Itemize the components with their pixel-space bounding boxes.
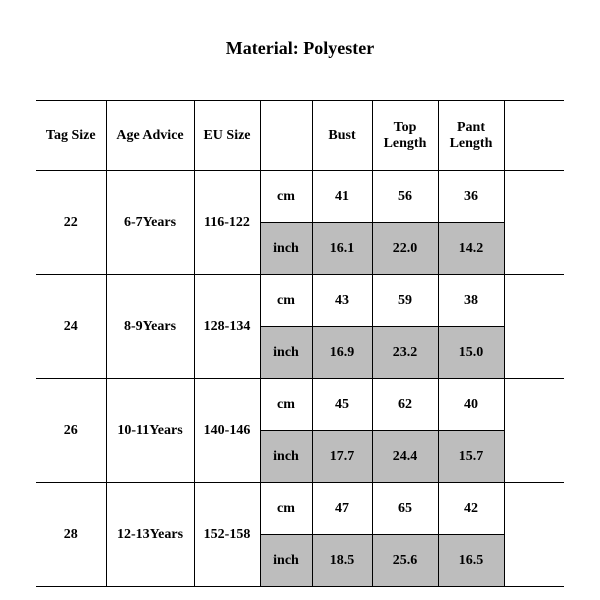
table-row: 248-9Years128-134cm435938 bbox=[36, 275, 564, 327]
cell: 62 bbox=[372, 379, 438, 431]
cell: 116-122 bbox=[194, 171, 260, 275]
cell: inch bbox=[260, 223, 312, 275]
table-head: Tag SizeAge AdviceEU Size BustTop LengthP… bbox=[36, 101, 564, 171]
col-header bbox=[260, 101, 312, 171]
col-header: Pant Length bbox=[438, 101, 504, 171]
cell: 65 bbox=[372, 483, 438, 535]
header-row: Tag SizeAge AdviceEU Size BustTop LengthP… bbox=[36, 101, 564, 171]
col-header: Top Length bbox=[372, 101, 438, 171]
cell: 16.5 bbox=[438, 535, 504, 587]
cell: 14.2 bbox=[438, 223, 504, 275]
cell: 10-11Years bbox=[106, 379, 194, 483]
size-table: Tag SizeAge AdviceEU Size BustTop LengthP… bbox=[36, 100, 564, 587]
cell: inch bbox=[260, 327, 312, 379]
cell: 40 bbox=[438, 379, 504, 431]
cell: 16.9 bbox=[312, 327, 372, 379]
cell: 22 bbox=[36, 171, 106, 275]
cell: 26 bbox=[36, 379, 106, 483]
cell: 22.0 bbox=[372, 223, 438, 275]
col-header: Age Advice bbox=[106, 101, 194, 171]
cell: cm bbox=[260, 483, 312, 535]
cell: 12-13Years bbox=[106, 483, 194, 587]
cell bbox=[504, 171, 564, 275]
cell: 56 bbox=[372, 171, 438, 223]
col-header bbox=[504, 101, 564, 171]
cell: 8-9Years bbox=[106, 275, 194, 379]
cell: 59 bbox=[372, 275, 438, 327]
cell: 42 bbox=[438, 483, 504, 535]
cell: inch bbox=[260, 431, 312, 483]
cell: 17.7 bbox=[312, 431, 372, 483]
cell: 16.1 bbox=[312, 223, 372, 275]
col-header: Tag Size bbox=[36, 101, 106, 171]
cell: 41 bbox=[312, 171, 372, 223]
cell: 24 bbox=[36, 275, 106, 379]
cell: 152-158 bbox=[194, 483, 260, 587]
page: Material: Polyester Tag SizeAge AdviceEU… bbox=[0, 0, 600, 600]
cell: 45 bbox=[312, 379, 372, 431]
col-header: Bust bbox=[312, 101, 372, 171]
cell: 15.7 bbox=[438, 431, 504, 483]
table-body: 226-7Years116-122cm415636inch16.122.014.… bbox=[36, 171, 564, 587]
table-row: 2812-13Years152-158cm476542 bbox=[36, 483, 564, 535]
cell: 36 bbox=[438, 171, 504, 223]
cell: 28 bbox=[36, 483, 106, 587]
cell bbox=[504, 379, 564, 483]
cell: 23.2 bbox=[372, 327, 438, 379]
cell: 140-146 bbox=[194, 379, 260, 483]
table-row: 226-7Years116-122cm415636 bbox=[36, 171, 564, 223]
cell: 18.5 bbox=[312, 535, 372, 587]
table-row: 2610-11Years140-146cm456240 bbox=[36, 379, 564, 431]
cell: 15.0 bbox=[438, 327, 504, 379]
cell: cm bbox=[260, 171, 312, 223]
page-title: Material: Polyester bbox=[0, 38, 600, 59]
cell: 24.4 bbox=[372, 431, 438, 483]
cell: cm bbox=[260, 379, 312, 431]
cell bbox=[504, 275, 564, 379]
col-header: EU Size bbox=[194, 101, 260, 171]
cell: 47 bbox=[312, 483, 372, 535]
cell: 43 bbox=[312, 275, 372, 327]
cell: 38 bbox=[438, 275, 504, 327]
cell: inch bbox=[260, 535, 312, 587]
cell bbox=[504, 483, 564, 587]
cell: 6-7Years bbox=[106, 171, 194, 275]
cell: 25.6 bbox=[372, 535, 438, 587]
cell: cm bbox=[260, 275, 312, 327]
cell: 128-134 bbox=[194, 275, 260, 379]
